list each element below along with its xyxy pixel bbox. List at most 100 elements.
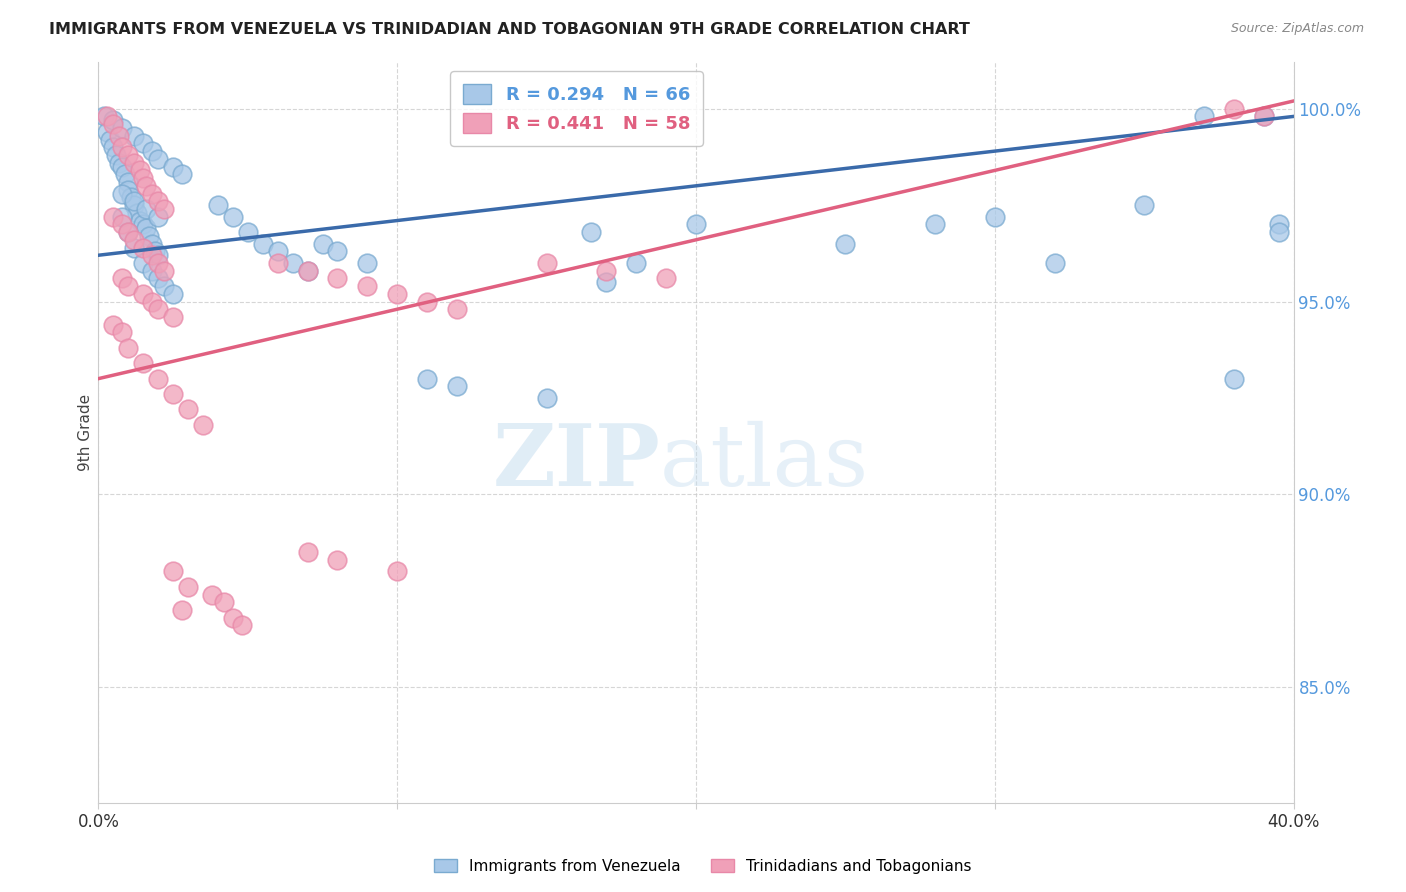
Point bbox=[117, 175, 139, 189]
Point bbox=[132, 286, 155, 301]
Point bbox=[141, 294, 163, 309]
Y-axis label: 9th Grade: 9th Grade bbox=[77, 394, 93, 471]
Point bbox=[98, 132, 122, 146]
Point bbox=[416, 371, 439, 385]
Point bbox=[236, 225, 259, 239]
Point bbox=[96, 125, 118, 139]
Point bbox=[117, 225, 139, 239]
Point bbox=[148, 210, 170, 224]
Legend: Immigrants from Venezuela, Trinidadians and Tobagonians: Immigrants from Venezuela, Trinidadians … bbox=[427, 853, 979, 880]
Point bbox=[1267, 218, 1289, 232]
Point bbox=[124, 241, 146, 255]
Point bbox=[114, 167, 136, 181]
Point bbox=[120, 190, 142, 204]
Point bbox=[141, 144, 163, 158]
Point bbox=[132, 356, 155, 370]
Point bbox=[124, 233, 146, 247]
Point bbox=[267, 256, 290, 270]
Point bbox=[1192, 110, 1215, 124]
Point bbox=[135, 221, 157, 235]
Point bbox=[141, 248, 163, 262]
Point bbox=[172, 603, 194, 617]
Point bbox=[148, 271, 170, 285]
Point bbox=[141, 263, 163, 277]
Point bbox=[536, 391, 558, 405]
Point bbox=[148, 152, 170, 166]
Point bbox=[129, 213, 152, 227]
Point bbox=[148, 194, 170, 209]
Point bbox=[177, 402, 200, 417]
Text: Source: ZipAtlas.com: Source: ZipAtlas.com bbox=[1230, 22, 1364, 36]
Point bbox=[124, 155, 146, 169]
Point bbox=[105, 148, 128, 162]
Point bbox=[148, 256, 170, 270]
Point bbox=[111, 160, 134, 174]
Point bbox=[536, 256, 558, 270]
Point bbox=[626, 256, 648, 270]
Point bbox=[222, 611, 245, 625]
Point bbox=[117, 183, 139, 197]
Point bbox=[111, 120, 134, 135]
Point bbox=[595, 275, 617, 289]
Point bbox=[311, 236, 333, 251]
Point bbox=[172, 167, 194, 181]
Point bbox=[108, 155, 131, 169]
Point bbox=[1253, 110, 1275, 124]
Text: atlas: atlas bbox=[661, 421, 869, 504]
Point bbox=[111, 186, 134, 201]
Point bbox=[297, 263, 319, 277]
Point bbox=[177, 580, 200, 594]
Point bbox=[1223, 371, 1246, 385]
Point bbox=[111, 326, 134, 340]
Point bbox=[446, 302, 468, 317]
Point bbox=[132, 218, 155, 232]
Point bbox=[1043, 256, 1066, 270]
Point bbox=[117, 341, 139, 355]
Point bbox=[124, 128, 146, 143]
Point bbox=[297, 263, 319, 277]
Point bbox=[111, 271, 134, 285]
Point bbox=[111, 218, 134, 232]
Point bbox=[191, 417, 214, 432]
Point bbox=[162, 160, 184, 174]
Point bbox=[117, 279, 139, 293]
Point bbox=[153, 279, 176, 293]
Point bbox=[1223, 102, 1246, 116]
Point bbox=[581, 225, 603, 239]
Point bbox=[385, 565, 409, 579]
Point bbox=[93, 110, 115, 124]
Point bbox=[111, 210, 134, 224]
Point bbox=[103, 210, 125, 224]
Point bbox=[117, 225, 139, 239]
Point bbox=[108, 128, 131, 143]
Point bbox=[148, 371, 170, 385]
Point bbox=[162, 286, 184, 301]
Point bbox=[143, 244, 166, 259]
Point bbox=[132, 256, 155, 270]
Point bbox=[655, 271, 678, 285]
Point bbox=[356, 279, 378, 293]
Point bbox=[132, 171, 155, 186]
Point bbox=[1133, 198, 1156, 212]
Point bbox=[685, 218, 707, 232]
Point bbox=[1267, 225, 1289, 239]
Point bbox=[326, 271, 349, 285]
Point bbox=[124, 198, 146, 212]
Text: IMMIGRANTS FROM VENEZUELA VS TRINIDADIAN AND TOBAGONIAN 9TH GRADE CORRELATION CH: IMMIGRANTS FROM VENEZUELA VS TRINIDADIAN… bbox=[49, 22, 970, 37]
Point bbox=[96, 110, 118, 124]
Point bbox=[148, 302, 170, 317]
Point bbox=[153, 263, 176, 277]
Point bbox=[446, 379, 468, 393]
Point bbox=[141, 236, 163, 251]
Point bbox=[132, 136, 155, 151]
Point bbox=[222, 210, 245, 224]
Point bbox=[129, 163, 152, 178]
Point bbox=[356, 256, 378, 270]
Text: ZIP: ZIP bbox=[492, 420, 661, 504]
Point bbox=[231, 618, 253, 632]
Point bbox=[212, 595, 235, 609]
Legend: R = 0.294   N = 66, R = 0.441   N = 58: R = 0.294 N = 66, R = 0.441 N = 58 bbox=[450, 71, 703, 145]
Point bbox=[138, 229, 160, 244]
Point bbox=[595, 263, 617, 277]
Point bbox=[267, 244, 290, 259]
